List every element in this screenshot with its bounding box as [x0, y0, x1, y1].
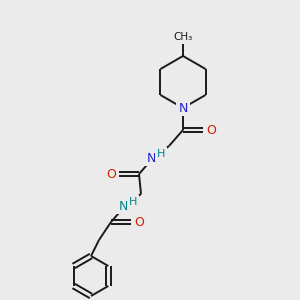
Text: O: O — [134, 215, 144, 229]
Text: N: N — [178, 101, 188, 115]
Text: O: O — [106, 167, 116, 181]
Text: N: N — [146, 152, 156, 164]
Text: O: O — [206, 124, 216, 136]
Text: H: H — [129, 197, 137, 207]
Text: N: N — [118, 200, 128, 212]
Text: CH₃: CH₃ — [173, 32, 193, 42]
Text: H: H — [157, 149, 165, 159]
